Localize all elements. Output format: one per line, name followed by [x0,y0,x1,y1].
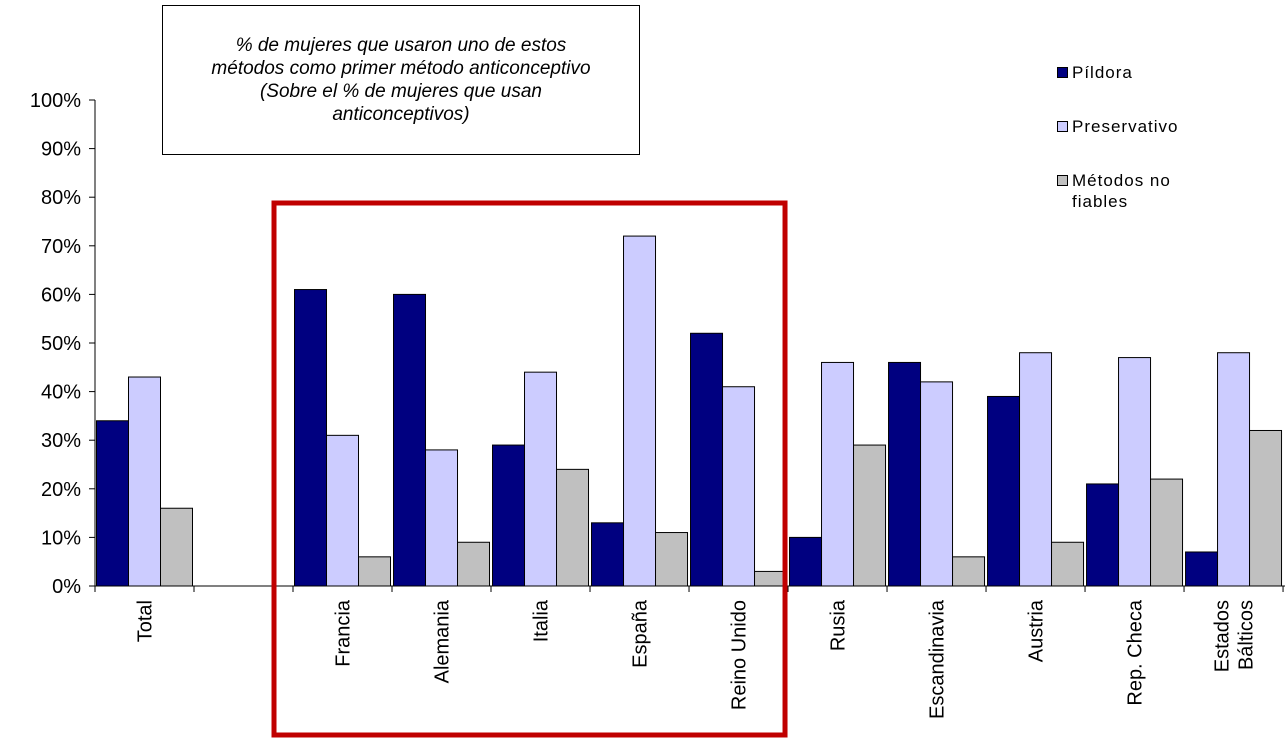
y-tick-label: 100% [30,90,81,112]
y-tick-label: 90% [41,139,81,161]
bar-pildora-italia [492,444,526,587]
bar-preservativo-estados-balticos [1217,352,1251,587]
bar-preservativo-francia [326,434,360,587]
bar-metodos-no-fiables-rep-checa [1150,478,1184,587]
bar-metodos-no-fiables-espana [655,532,689,587]
legend-label-preservativo: Preservativo [1072,117,1179,136]
y-tick-label: 0% [52,576,81,598]
bar-metodos-no-fiables-escandinavia [952,556,986,587]
y-tick-label: 30% [41,430,81,452]
bar-preservativo-reino-unido [722,386,756,587]
y-tick-label: 80% [41,187,81,209]
highlight-rect [271,200,788,738]
x-axis-ticks: Total Francia Alemania Italia España Reino Un… [94,586,1284,719]
bar-pildora-alemania [393,293,427,587]
bar-preservativo-escandinavia [920,381,954,587]
axes [94,100,1285,587]
bar-pildora-rusia [789,536,823,587]
bar-preservativo-espana [623,235,657,587]
x-tick-label-rep-checa: Rep. Checa [1125,599,1147,705]
bar-metodos-no-fiables-rusia [853,444,887,587]
y-tick-label: 60% [41,284,81,306]
bar-preservativo-total [128,376,162,587]
bar-metodos-no-fiables-austria [1051,541,1085,587]
chart-title-box: % de mujeres que usaron uno de estos mét… [162,5,640,155]
bar-pildora-reino-unido [690,332,724,587]
bar-metodos-no-fiables-francia [358,556,392,587]
bar-preservativo-rep-checa [1118,357,1152,587]
x-tick-label-reino-unido: Reino Unido [729,600,751,710]
chart-title: % de mujeres que usaron uno de estos mét… [211,35,591,125]
bar-pildora-escandinavia [888,361,922,587]
legend-label-metodos-no-fiables: Métodos no fiables [1072,171,1171,211]
y-tick-label: 20% [41,479,81,501]
x-tick-label-austria: Austria [1026,599,1048,662]
bar-metodos-no-fiables-italia [556,468,590,587]
bar-pildora-austria [987,395,1021,587]
bar-pildora-estados-balticos [1185,551,1219,587]
x-tick-label-rusia: Rusia [828,599,850,651]
legend-swatch-pildora [1057,67,1068,78]
bar-preservativo-alemania [425,449,459,587]
legend-item-preservativo: Preservativo [1057,116,1267,170]
bar-pildora-francia [294,289,328,587]
x-tick-label-escandinavia: Escandinavia [927,599,949,719]
x-tick-label-francia: Francia [333,599,355,667]
legend-item-pildora: Píldora [1057,62,1267,116]
bar-metodos-no-fiables-total [160,507,194,587]
x-tick-label-total: Total [135,600,157,642]
bar-metodos-no-fiables-reino-unido [754,570,788,587]
x-tick-label-estados-balticos: Estados [1212,600,1234,672]
legend-swatch-metodos-no-fiables [1057,175,1068,186]
bar-pildora-rep-checa [1086,483,1120,587]
bar-preservativo-italia [524,371,558,587]
y-tick-label: 10% [41,527,81,549]
bars [96,235,1283,587]
highlight-box [271,200,788,738]
y-axis-ticks: 0% 10% 20% 30% 40% 50% 60% 70% 80% 90% 100% [30,90,95,598]
bar-preservativo-austria [1019,352,1053,587]
legend-swatch-preservativo [1057,121,1068,132]
legend-label-pildora: Píldora [1072,63,1133,82]
x-tick-label-espana: España [630,599,652,668]
y-tick-label: 40% [41,382,81,404]
x-tick-label-alemania: Alemania [432,599,454,683]
bar-pildora-espana [591,522,625,587]
y-tick-label: 70% [41,236,81,258]
y-tick-label: 50% [41,333,81,355]
x-tick-label-italia: Italia [531,599,553,642]
x-tick-label-estados-balticos: Bálticos [1236,600,1258,670]
bar-preservativo-rusia [821,361,855,587]
bar-metodos-no-fiables-estados-balticos [1249,429,1283,587]
bar-metodos-no-fiables-alemania [457,541,491,587]
bar-pildora-total [96,420,130,587]
legend: Píldora Preservativo Métodos no fiables [1057,62,1267,211]
